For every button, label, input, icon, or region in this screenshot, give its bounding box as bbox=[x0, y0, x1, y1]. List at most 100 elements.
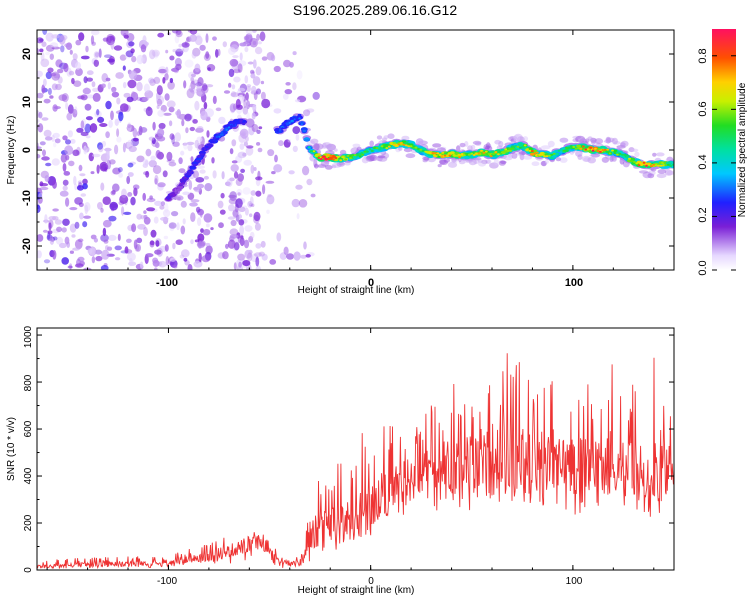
spectrogram-noise-blob bbox=[55, 236, 64, 245]
spectrogram-noise-blob bbox=[609, 156, 614, 163]
spectrogram-noise-blob bbox=[255, 176, 263, 181]
spectrogram-noise-blob bbox=[150, 155, 156, 161]
spectrogram-noise-blob bbox=[145, 253, 154, 258]
spectrogram-noise-blob bbox=[217, 200, 224, 209]
spectrogram-ridge-blob bbox=[453, 154, 457, 157]
spectrogram-noise-blob bbox=[235, 198, 243, 209]
spectrogram-ridge-blob bbox=[652, 163, 656, 166]
spectrogram-noise-blob bbox=[149, 78, 156, 86]
spectrogram-noise-blob bbox=[276, 232, 282, 242]
spectrogram-noise-blob bbox=[292, 82, 297, 91]
spectrogram-noise-blob bbox=[252, 104, 257, 112]
spectrogram-ridge-blob bbox=[560, 148, 563, 151]
spectrogram-noise-blob bbox=[42, 149, 46, 157]
spectrogram-noise-blob bbox=[105, 131, 110, 139]
spectrogram-noise-blob bbox=[175, 63, 182, 71]
spectrogram-noise-blob bbox=[296, 70, 303, 80]
spectrogram-noise-blob bbox=[642, 171, 652, 179]
spectrogram-noise-blob bbox=[194, 100, 200, 111]
spectrogram-noise-blob bbox=[168, 222, 177, 229]
spectrogram-noise-blob bbox=[136, 213, 142, 220]
spectrogram-ridge-blob bbox=[470, 152, 474, 155]
spectrogram-ridge-blob bbox=[193, 163, 197, 166]
spectrogram-noise-blob bbox=[65, 197, 70, 207]
spectrogram-ridge-blob bbox=[188, 172, 193, 175]
spectrogram-noise-blob bbox=[172, 141, 180, 147]
spectrogram-noise-blob bbox=[223, 90, 231, 94]
spectrogram-noise-blob bbox=[180, 48, 185, 54]
spectrogram-ridge-blob bbox=[400, 141, 403, 144]
spectrogram-noise-blob bbox=[131, 91, 136, 98]
spectrogram-ytick-label: 10 bbox=[21, 96, 33, 108]
spectrogram-ridge-blob bbox=[645, 164, 648, 167]
spectrogram-noise-blob bbox=[136, 54, 144, 65]
spectrogram-noise-blob bbox=[100, 207, 104, 213]
spectrogram-noise-blob bbox=[97, 144, 104, 153]
spectrogram-noise-blob bbox=[80, 55, 90, 60]
spectrogram-noise-blob bbox=[273, 164, 283, 173]
spectrogram-noise-blob bbox=[143, 226, 148, 237]
spectrogram-ridge-blob bbox=[499, 152, 503, 155]
spectrogram-noise-blob bbox=[237, 151, 247, 159]
spectrogram-ridge-blob bbox=[635, 162, 639, 165]
spectrogram-noise-blob bbox=[89, 123, 98, 133]
spectrogram-noise-blob bbox=[49, 72, 57, 77]
spectrogram-noise-blob bbox=[245, 30, 253, 35]
spectrogram-noise-blob bbox=[232, 209, 239, 218]
spectrogram-noise-blob bbox=[206, 63, 216, 72]
spectrogram-noise-blob bbox=[258, 251, 265, 257]
spectrogram-noise-blob bbox=[459, 142, 466, 148]
spectrogram-noise-blob bbox=[228, 197, 238, 205]
colorbar-tick-label: 0.6 bbox=[697, 101, 709, 116]
spectrogram-ridge-blob bbox=[659, 164, 663, 167]
spectrogram-noise-blob bbox=[39, 141, 46, 146]
spectrogram-noise-blob bbox=[47, 67, 54, 73]
spectrogram-ridge-blob bbox=[402, 143, 406, 146]
spectrogram-noise-blob bbox=[150, 229, 157, 238]
spectrogram-noise-blob bbox=[284, 89, 293, 95]
spectrogram-noise-blob bbox=[240, 168, 246, 173]
spectrogram-noise-blob bbox=[201, 255, 211, 263]
spectrogram-ridge-blob bbox=[492, 153, 495, 155]
spectrogram-noise-blob bbox=[295, 134, 300, 141]
spectrogram-noise-blob bbox=[52, 208, 59, 212]
spectrogram-ridge-blob bbox=[184, 178, 187, 180]
spectrogram-image bbox=[37, 30, 674, 270]
spectrogram-noise-blob bbox=[256, 88, 261, 95]
spectrogram-noise-blob bbox=[325, 165, 333, 170]
spectrogram-noise-blob bbox=[95, 255, 103, 262]
spectrogram-ridge-blob bbox=[431, 152, 435, 155]
spectrogram-noise-blob bbox=[175, 30, 182, 35]
spectrogram-ridge-blob bbox=[637, 164, 641, 167]
spectrogram-noise-blob bbox=[137, 223, 146, 230]
spectrogram-noise-blob bbox=[148, 159, 157, 168]
spectrogram-noise-blob bbox=[228, 194, 237, 199]
spectrogram-ridge-blob bbox=[596, 149, 600, 152]
spectrogram-ridge-blob bbox=[230, 124, 233, 127]
spectrogram-noise-blob bbox=[104, 54, 112, 58]
spectrogram-noise-blob bbox=[250, 73, 256, 79]
spectrogram-noise-blob bbox=[185, 127, 189, 134]
spectrogram-noise-blob bbox=[120, 103, 129, 112]
spectrogram-noise-blob bbox=[366, 154, 376, 161]
snr-frame bbox=[36, 327, 675, 571]
spectrogram-noise-blob bbox=[71, 234, 76, 238]
spectrogram-noise-blob bbox=[183, 80, 187, 89]
spectrogram-ridge-blob bbox=[611, 149, 614, 152]
colorbar-tick-label: 0.0 bbox=[697, 260, 709, 275]
spectrogram-ridge-blob bbox=[528, 149, 532, 152]
spectrogram-ridge-blob bbox=[339, 159, 343, 162]
spectrogram-ridge-blob bbox=[387, 145, 391, 148]
chart-title: S196.2025.289.06.16.G12 bbox=[293, 2, 457, 18]
spectrogram-noise-blob bbox=[257, 147, 263, 153]
spectrogram-noise-blob bbox=[293, 251, 301, 261]
spectrogram-noise-blob bbox=[61, 257, 69, 265]
spectrogram-ridge-blob bbox=[278, 129, 282, 131]
spectrogram-noise-blob bbox=[230, 92, 240, 98]
spectrogram-noise-blob bbox=[474, 142, 482, 146]
spectrogram-ridge-blob bbox=[628, 157, 631, 160]
spectrogram-noise-blob bbox=[157, 109, 165, 117]
spectrogram-noise-blob bbox=[176, 222, 180, 231]
spectrogram-noise-blob bbox=[164, 244, 169, 252]
colorbar-ticks bbox=[712, 55, 736, 271]
